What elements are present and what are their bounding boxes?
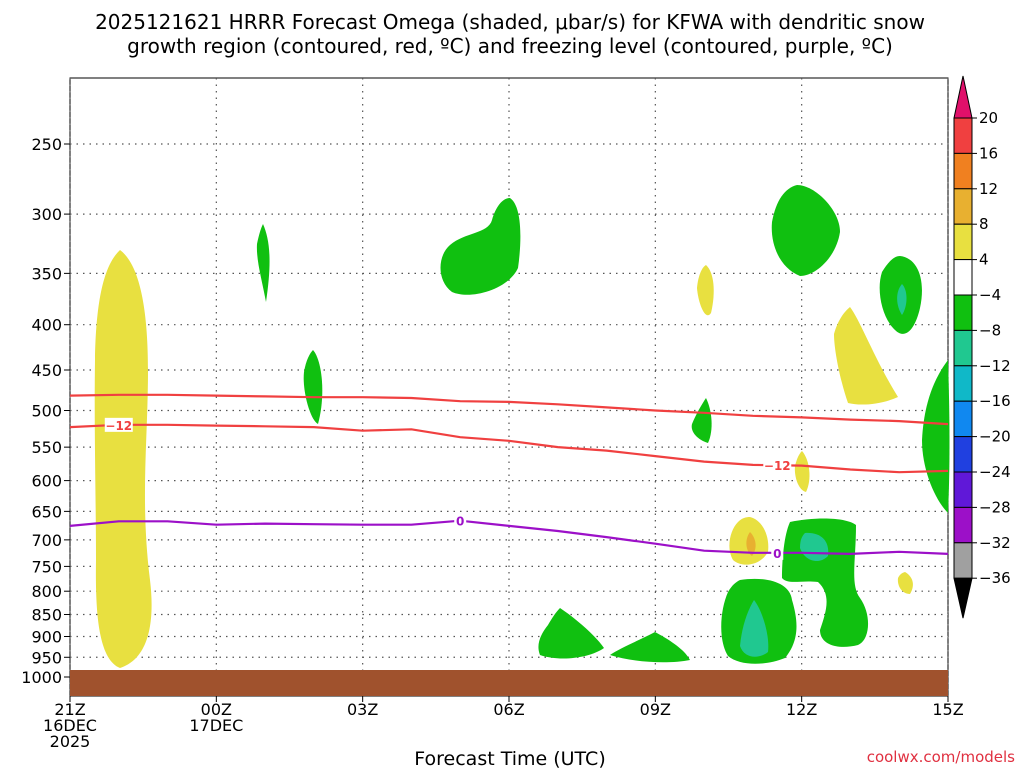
x-tick-label: 17DEC xyxy=(189,716,243,735)
descent-region-green-6 xyxy=(691,398,712,443)
y-tick-label: 500 xyxy=(31,402,62,421)
y-tick-label: 650 xyxy=(31,502,62,521)
colorbar-segment xyxy=(953,223,973,261)
plot-area xyxy=(69,77,949,697)
ascent-region-orange-5 xyxy=(746,532,756,556)
colorbar-segment xyxy=(953,152,973,190)
colorbar-segment xyxy=(953,294,973,331)
x-tick-label: 03Z xyxy=(347,700,378,719)
y-axis-ticks: 250 300 350 400 450 500 550 600 650 700 750 800 850 9… xyxy=(21,135,70,687)
x-axis-title: Forecast Time (UTC) xyxy=(414,748,605,768)
descent-region-green-1 xyxy=(256,224,270,302)
descent-region-teal-5 xyxy=(897,284,907,315)
y-tick-label: 250 xyxy=(31,135,62,154)
y-tick-label: 1000 xyxy=(21,668,62,687)
chart-title-line1: 2025121621 HRRR Forecast Omega (shaded, … xyxy=(95,10,925,34)
colorbar-label: −36 xyxy=(979,569,1011,587)
x-tick-label: 2025 xyxy=(50,732,91,751)
ascent-region-yellow-3 xyxy=(834,307,898,405)
contour-label-background xyxy=(104,417,133,432)
colorbar-label: −4 xyxy=(979,286,1001,304)
colorbar-top-arrow xyxy=(953,75,973,119)
colorbar-segment xyxy=(953,117,973,154)
colorbar-segment xyxy=(953,188,973,225)
y-tick-label: 950 xyxy=(31,648,62,667)
y-tick-label: 900 xyxy=(31,627,62,646)
x-tick-label: 21Z xyxy=(54,700,85,719)
contour-dgz-bottom xyxy=(69,423,949,474)
colorbar-segment xyxy=(953,400,973,438)
contour-label: −12 xyxy=(764,459,791,473)
colorbar-label: −24 xyxy=(979,463,1011,481)
descent-region-teal-9 xyxy=(740,600,769,657)
colorbar-segment xyxy=(953,506,973,544)
x-tick-label: 06Z xyxy=(493,700,524,719)
y-tick-label: 800 xyxy=(31,582,62,601)
colorbar-label: 20 xyxy=(979,109,998,127)
descent-region-green-4 xyxy=(771,185,840,276)
x-tick-label: 00Z xyxy=(201,700,232,719)
ascent-region-yellow-2 xyxy=(697,265,714,316)
x-tick-label: 12Z xyxy=(786,700,817,719)
omega-shading xyxy=(94,185,950,668)
colorbar-label: 8 xyxy=(979,215,989,233)
colorbar-label: 12 xyxy=(979,180,998,198)
descent-region-green-11 xyxy=(610,632,690,663)
y-tick-label: 400 xyxy=(31,316,62,335)
contour-freezing-level xyxy=(69,519,949,556)
y-tick-label: 300 xyxy=(31,205,62,224)
colorbar-label: −12 xyxy=(979,357,1011,375)
descent-region-green-10 xyxy=(538,608,604,659)
ascent-region-yellow-1 xyxy=(94,250,152,668)
colorbar-label: −28 xyxy=(979,498,1011,516)
contour-label-background xyxy=(771,545,784,560)
descent-region-green-3 xyxy=(440,198,521,295)
x-tick-label: 16DEC xyxy=(43,716,97,735)
y-tick-label: 850 xyxy=(31,606,62,625)
grid-lines xyxy=(69,78,949,696)
contour-label: 0 xyxy=(773,547,781,561)
colorbar-segment xyxy=(953,259,973,296)
contour-label-background xyxy=(763,458,792,473)
x-tick-label: 09Z xyxy=(640,700,671,719)
colorbar-segment xyxy=(953,365,973,402)
contour-lines: −12 −12 0 0 xyxy=(69,393,949,561)
descent-region-green-2 xyxy=(303,350,323,424)
colorbar-segment xyxy=(953,329,973,367)
y-tick-label: 450 xyxy=(31,361,62,380)
contour-label: −12 xyxy=(105,419,132,433)
colorbar-label: 4 xyxy=(979,251,989,269)
colorbar-label: 16 xyxy=(979,144,998,162)
colorbar-segment xyxy=(953,471,973,508)
colorbar-label: −8 xyxy=(979,321,1001,339)
contour-label-background xyxy=(454,513,467,528)
y-tick-label: 600 xyxy=(31,472,62,491)
colorbar-segment xyxy=(953,436,973,473)
ascent-region-yellow-6 xyxy=(897,572,913,594)
colorbar-segment xyxy=(953,542,973,579)
colorbar-label: −20 xyxy=(979,428,1011,446)
y-tick-label: 550 xyxy=(31,438,62,457)
y-tick-label: 350 xyxy=(31,264,62,283)
contour-dgz-top xyxy=(69,393,949,426)
credit-text: coolwx.com/models xyxy=(867,748,1015,766)
terrain-below-ground xyxy=(70,670,948,696)
colorbar: 20 16 12 8 4 −4 −8 −12 −16 −20 −24 −28 −32 −36 xyxy=(953,75,1011,619)
x-tick-label: 15Z xyxy=(932,700,963,719)
contour-label: 0 xyxy=(456,515,464,529)
chart-title-line2: growth region (contoured, red, ºC) and f… xyxy=(127,34,893,58)
colorbar-label: −16 xyxy=(979,392,1011,410)
y-tick-label: 750 xyxy=(31,557,62,576)
y-tick-label: 700 xyxy=(31,531,62,550)
descent-region-green-7 xyxy=(922,360,950,513)
colorbar-bottom-arrow xyxy=(953,577,973,619)
colorbar-label: −32 xyxy=(979,534,1011,552)
ascent-region-yellow-4 xyxy=(794,451,810,492)
